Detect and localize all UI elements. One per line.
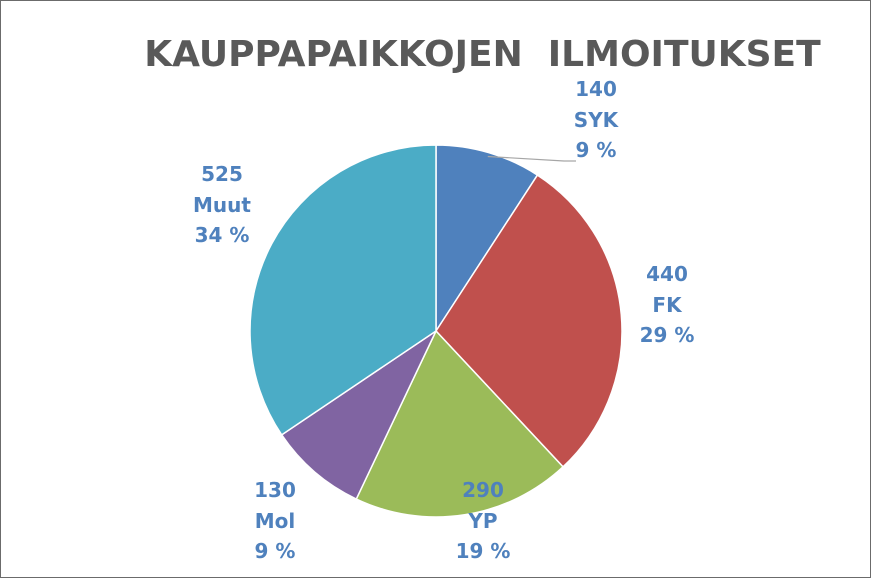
data-label-category: Mol [254,508,296,533]
data-label-fk: 440 FK 29 % [607,259,727,351]
data-label-category: Muut [193,192,251,217]
data-label-value: 130 [254,478,296,502]
pie-slice-fk [435,174,623,468]
pie-slice-muut [249,144,437,436]
data-label-value: 290 [462,478,504,502]
leader-line-syk [487,155,576,162]
pie-slice-yp [355,329,565,518]
pie-slice-syk [435,144,539,334]
data-label-mol: 130 Mol 9 % [215,475,335,567]
data-label-syk: 140 SYK 9 % [536,74,656,166]
data-label-percent: 19 % [455,539,511,563]
data-label-value: 140 [575,77,617,101]
data-label-yp: 290 YP 19 % [423,475,543,567]
pie-slice-mol [280,328,438,501]
data-label-percent: 9 % [254,539,296,563]
data-label-category: YP [468,508,498,533]
data-label-category: FK [652,292,682,317]
data-label-percent: 34 % [194,223,250,247]
chart-title: KAUPPAPAIKKOJEN ILMOITUKSET [144,34,821,75]
data-label-muut: 525 Muut 34 % [162,159,282,251]
data-label-percent: 9 % [575,138,617,162]
data-label-category: SYK [573,107,619,132]
data-label-value: 440 [646,262,688,286]
data-label-percent: 29 % [639,323,695,347]
data-label-value: 525 [201,162,243,186]
